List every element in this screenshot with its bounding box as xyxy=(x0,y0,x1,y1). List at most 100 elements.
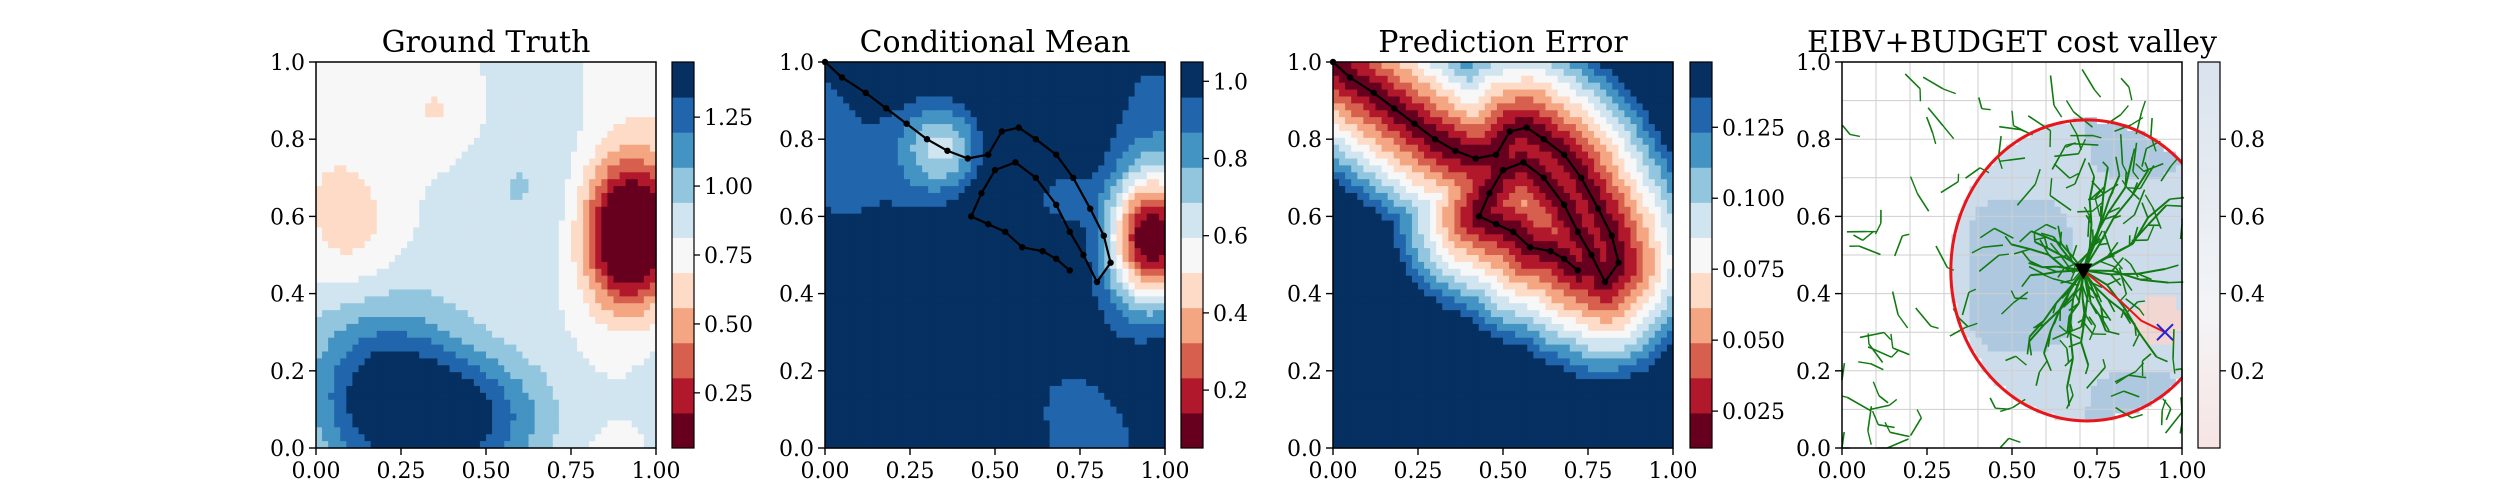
path-point xyxy=(1080,251,1087,259)
path-point xyxy=(1039,247,1046,255)
y-tick-label: 0.4 xyxy=(1796,283,1831,308)
path-point xyxy=(1070,174,1077,181)
path-point xyxy=(1093,278,1101,286)
path-point xyxy=(1012,159,1019,166)
x-tick-label: 0.75 xyxy=(1564,459,1613,484)
path-point xyxy=(944,147,951,154)
path-point xyxy=(1615,259,1622,266)
colorbar-tick-label: 0.8 xyxy=(2230,128,2265,153)
colorbar: 0.25 0.50 0.75 1.00 1.25 xyxy=(671,61,753,449)
colorbar-tick-label: 1.0 xyxy=(1213,70,1248,95)
x-tick-label: 1.00 xyxy=(632,459,681,484)
path-point xyxy=(1452,147,1459,154)
x-tick-label: 0.50 xyxy=(1479,459,1528,484)
heatmap-cells xyxy=(316,62,657,449)
y-tick-label: 0.2 xyxy=(270,360,305,385)
path-point xyxy=(1520,159,1527,166)
colorbar-tick-label: 0.8 xyxy=(1213,148,1248,173)
y-tick-label: 0.6 xyxy=(779,205,814,230)
path-point xyxy=(1493,220,1500,228)
path-point xyxy=(903,120,910,127)
y-tick-label: 0.8 xyxy=(1796,128,1831,153)
y-tick-label: 0.8 xyxy=(1287,128,1322,153)
y-tick-label: 0.4 xyxy=(779,283,814,308)
colorbar-tick-label: 0.2 xyxy=(2230,360,2265,385)
path-point xyxy=(1346,74,1354,81)
panel-title: EIBV+BUDGET cost valley xyxy=(1807,25,2217,60)
y-tick-label: 0.6 xyxy=(270,205,305,230)
colorbar-tick-label: 0.4 xyxy=(2230,283,2265,308)
heatmap-cells xyxy=(825,62,1166,449)
path-point xyxy=(1087,205,1094,212)
x-tick-label: 1.00 xyxy=(1649,459,1698,484)
path-point xyxy=(1499,166,1507,174)
path-point xyxy=(985,151,992,158)
y-tick-label: 0.0 xyxy=(1796,437,1831,462)
path-point xyxy=(1107,259,1114,266)
path-point xyxy=(1066,228,1074,236)
path-point xyxy=(1588,251,1595,259)
colorbar-tick-label: 0.025 xyxy=(1722,400,1785,425)
path-point xyxy=(1411,120,1418,127)
colorbar-tick-label: 0.6 xyxy=(1213,225,1248,250)
sampling-path xyxy=(821,58,1114,286)
y-tick-label: 0.8 xyxy=(779,128,814,153)
panel-prediction-error: Prediction Error 0.00 0.25 0.50 0.75 1.00 0.0 0… xyxy=(1287,25,1785,484)
y-tick-label: 0.4 xyxy=(270,283,305,308)
path-point xyxy=(1510,228,1517,236)
x-tick-label: 0.25 xyxy=(1394,459,1443,484)
path-point xyxy=(1053,151,1060,158)
path-point xyxy=(1431,136,1439,143)
colorbar-tick-label: 0.4 xyxy=(1213,302,1248,327)
path-point xyxy=(1472,155,1480,162)
x-tick-label: 0.00 xyxy=(801,459,850,484)
goal-marker xyxy=(2156,323,2174,341)
y-tick-label: 0.6 xyxy=(1287,205,1322,230)
path-point xyxy=(991,166,999,174)
path-point xyxy=(1486,190,1493,197)
path-point xyxy=(978,190,985,197)
path-point xyxy=(1561,151,1568,158)
path-point xyxy=(1066,267,1074,274)
path-point xyxy=(923,136,931,143)
path-point xyxy=(1527,244,1534,251)
path-point xyxy=(1601,278,1609,286)
y-tick-label: 1.0 xyxy=(270,51,305,76)
colorbar: 0.2 0.4 0.6 0.8 1.0 xyxy=(1180,61,1248,449)
x-tick-label: 0.00 xyxy=(1818,459,1867,484)
heatmap-cells xyxy=(1333,62,1674,449)
path-point xyxy=(1476,213,1483,220)
path-point xyxy=(1578,174,1585,181)
panel-title: Ground Truth xyxy=(382,25,591,60)
y-tick-label: 0.2 xyxy=(779,360,814,385)
colorbar-tick-label: 0.125 xyxy=(1722,116,1785,141)
y-tick-label: 1.0 xyxy=(1287,51,1322,76)
x-tick-label: 0.75 xyxy=(2073,459,2122,484)
colorbar-tick-label: 0.25 xyxy=(704,382,753,407)
y-tick-label: 1.0 xyxy=(1796,51,1831,76)
x-tick-label: 0.25 xyxy=(377,459,426,484)
path-point xyxy=(1391,105,1398,112)
colorbar-tick-label: 0.75 xyxy=(704,244,753,269)
colorbar-tick-label: 1.00 xyxy=(704,175,753,200)
path-point xyxy=(985,220,992,228)
current-location-marker xyxy=(2074,263,2093,280)
colorbar-tick-label: 0.2 xyxy=(1213,379,1248,404)
y-tick-label: 0.2 xyxy=(1287,360,1322,385)
path-point xyxy=(1523,124,1531,131)
path-point xyxy=(1561,255,1568,263)
path-point xyxy=(1032,136,1040,143)
x-tick-label: 1.00 xyxy=(2158,459,2207,484)
path-point xyxy=(883,105,890,112)
panel-title: Conditional Mean xyxy=(860,25,1131,60)
panel-cost-valley: EIBV+BUDGET cost valley 0.00 0.25 0.50 0.75 1… xyxy=(1796,25,2265,484)
path-point xyxy=(1015,124,1022,131)
path-point xyxy=(968,213,975,220)
path-point xyxy=(1493,151,1500,158)
path-point xyxy=(1032,174,1040,181)
path-point xyxy=(1053,201,1060,209)
path-point xyxy=(1595,205,1602,212)
path-point xyxy=(1574,267,1582,274)
path-point xyxy=(1019,244,1026,251)
y-tick-label: 0.0 xyxy=(270,437,305,462)
